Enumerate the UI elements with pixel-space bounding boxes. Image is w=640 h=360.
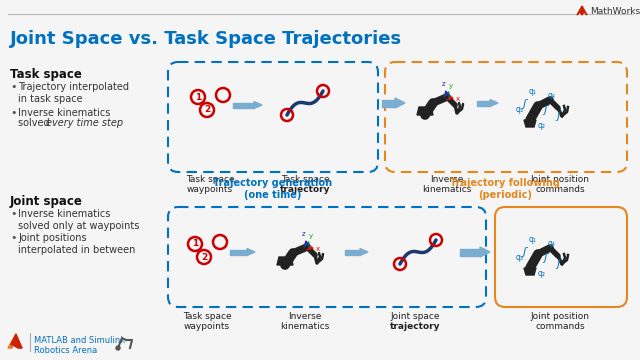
Text: ʃ: ʃ	[543, 253, 547, 263]
Text: trajectory: trajectory	[280, 175, 330, 194]
Text: MATLAB and Simulink: MATLAB and Simulink	[34, 336, 125, 345]
Text: q₂: q₂	[538, 269, 546, 278]
Text: Inverse kinematics
solved only at waypoints: Inverse kinematics solved only at waypoi…	[18, 209, 140, 231]
Text: ʃ: ʃ	[556, 259, 560, 269]
Polygon shape	[277, 257, 293, 265]
Text: Joint space: Joint space	[390, 312, 440, 332]
Text: q₂: q₂	[538, 121, 546, 130]
Text: Task space: Task space	[10, 68, 82, 81]
Circle shape	[116, 346, 120, 350]
Polygon shape	[524, 120, 536, 127]
Polygon shape	[395, 98, 405, 108]
Text: Trajectory generation
(one time): Trajectory generation (one time)	[213, 178, 333, 199]
Text: 1: 1	[192, 239, 198, 248]
Text: Robotics Arena: Robotics Arena	[34, 346, 97, 355]
Text: q₃: q₃	[516, 253, 524, 262]
Text: Joint position
commands: Joint position commands	[531, 175, 589, 194]
Text: •: •	[10, 82, 17, 92]
Text: •: •	[10, 108, 17, 118]
Text: y: y	[449, 83, 453, 89]
Text: Joint Space vs. Task Space Trajectories: Joint Space vs. Task Space Trajectories	[10, 30, 402, 48]
Text: trajectory: trajectory	[390, 312, 440, 332]
Text: Joint space: Joint space	[10, 195, 83, 208]
Text: •: •	[10, 209, 17, 219]
Polygon shape	[254, 102, 262, 108]
Text: x: x	[316, 246, 320, 252]
Polygon shape	[577, 6, 587, 15]
Text: ʃ: ʃ	[556, 111, 560, 121]
Polygon shape	[480, 247, 490, 257]
Text: Task space: Task space	[281, 175, 330, 194]
Polygon shape	[11, 334, 22, 348]
Text: q₁: q₁	[529, 87, 537, 96]
Text: 1: 1	[195, 93, 201, 102]
Text: •: •	[10, 233, 17, 243]
Text: ʃ: ʃ	[522, 99, 526, 109]
Text: ʃ: ʃ	[522, 247, 526, 257]
Polygon shape	[247, 248, 255, 256]
Polygon shape	[490, 99, 498, 107]
Text: x: x	[456, 96, 460, 102]
Polygon shape	[524, 268, 536, 275]
Text: q₃: q₃	[516, 105, 524, 114]
Text: Joint position
commands: Joint position commands	[531, 312, 589, 332]
Text: 2: 2	[201, 252, 207, 261]
Polygon shape	[417, 107, 433, 115]
Text: z: z	[302, 231, 306, 237]
Text: y: y	[309, 233, 313, 239]
Text: Trajectory following
(periodic): Trajectory following (periodic)	[450, 178, 560, 199]
Polygon shape	[15, 338, 22, 348]
Polygon shape	[360, 248, 368, 256]
Text: solved: solved	[18, 118, 52, 128]
Text: Inverse kinematics: Inverse kinematics	[18, 108, 110, 118]
Text: Inverse
kinematics: Inverse kinematics	[280, 312, 330, 332]
Text: Inverse
kinematics: Inverse kinematics	[422, 175, 472, 194]
Text: Joint positions
interpolated in between: Joint positions interpolated in between	[18, 233, 136, 255]
Text: z: z	[442, 81, 446, 87]
Text: q₄: q₄	[548, 239, 556, 248]
Text: 2: 2	[204, 105, 210, 114]
Text: Trajectory interpolated
in task space: Trajectory interpolated in task space	[18, 82, 129, 104]
Text: ʃ: ʃ	[543, 105, 547, 115]
Text: Task space
waypoints: Task space waypoints	[186, 175, 234, 194]
Text: Task space
waypoints: Task space waypoints	[182, 312, 231, 332]
Text: MathWorks: MathWorks	[590, 6, 640, 15]
Polygon shape	[8, 334, 16, 348]
Text: q₁: q₁	[529, 235, 537, 244]
Text: q₄: q₄	[548, 91, 556, 100]
Text: every time step: every time step	[46, 118, 123, 128]
